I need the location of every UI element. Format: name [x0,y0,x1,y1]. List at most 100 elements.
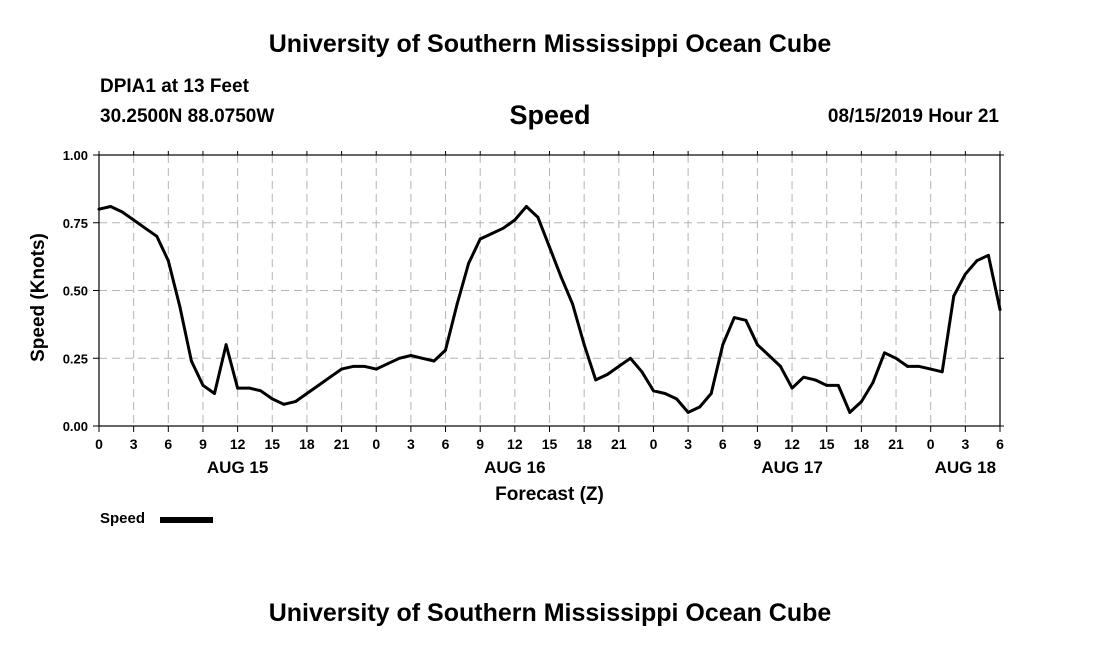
data-point [767,354,771,357]
data-point [617,364,621,368]
data-point [871,381,875,385]
day-label: AUG 18 [935,458,996,477]
data-point [224,343,228,347]
data-point [282,402,286,406]
data-point [501,226,505,230]
y-tick-label: 0.25 [63,351,88,366]
data-point [536,215,540,219]
x-tick-label: 21 [611,436,627,452]
data-point [825,383,829,387]
data-point [236,386,240,390]
data-point [732,316,736,319]
x-tick-label: 6 [719,436,727,452]
legend-label: Speed [100,510,146,527]
x-tick-label: 12 [507,436,523,452]
data-point [709,392,713,395]
y-axis-label: Speed (Knots) [28,233,49,362]
data-point [166,259,170,263]
data-point [397,356,401,360]
x-tick-label: 3 [407,436,415,452]
data-point [640,370,644,374]
data-point [363,364,367,368]
data-point [409,354,413,357]
x-tick-label: 15 [819,436,835,452]
data-point [190,359,193,363]
x-tick-label: 6 [164,436,172,452]
chart-title: Speed [509,100,591,130]
data-point [859,400,863,404]
data-point [270,397,274,401]
data-point [686,411,690,414]
x-tick-label: 21 [888,436,904,452]
data-point [559,275,563,279]
data-point [120,210,124,214]
y-tick-label: 1.00 [63,148,88,163]
data-point [756,343,759,347]
x-tick-label: 9 [199,436,207,452]
data-point [317,383,320,387]
data-point [813,378,817,382]
day-label: AUG 17 [761,458,822,477]
data-point [478,237,482,241]
data-point [987,253,990,257]
x-tick-label: 0 [95,436,103,452]
footer-title: University of Southern Mississippi Ocean… [268,599,832,627]
x-tick-label: 3 [961,436,969,452]
x-tick-label: 3 [684,436,692,452]
data-point [998,308,1002,311]
data-point [663,392,667,395]
x-tick-label: 15 [264,436,280,452]
x-tick-label: 15 [542,436,558,452]
data-point [293,400,297,404]
data-point [340,367,343,371]
data-point [802,375,806,379]
data-point [490,232,494,235]
x-tick-label: 9 [754,436,762,452]
data-point [744,318,748,322]
data-point [952,294,956,298]
data-point [132,218,136,222]
y-tick-label: 0.00 [63,419,88,434]
data-point [675,397,678,401]
x-tick-label: 6 [442,436,450,452]
x-tick-label: 18 [576,436,592,452]
data-point [328,375,332,379]
data-point [883,351,886,355]
forecast-datetime: 08/15/2019 Hour 21 [827,106,999,127]
data-point [906,364,909,368]
data-point [305,392,309,395]
data-point [940,370,944,374]
data-point [421,356,424,360]
data-point [652,389,655,393]
data-point [548,245,551,249]
data-point [178,305,182,309]
data-point [698,405,702,409]
data-point [143,226,147,230]
data-point [201,383,205,387]
x-tick-label: 21 [334,436,350,452]
data-point [975,259,979,263]
x-tick-label: 6 [996,436,1004,452]
data-point [155,234,159,238]
x-tick-label: 18 [299,436,315,452]
header-title: University of Southern Mississippi Ocean… [268,30,832,58]
data-point [259,389,263,393]
day-label: AUG 15 [207,458,268,477]
data-point [97,207,101,211]
x-tick-label: 0 [650,436,658,452]
x-tick-label: 18 [854,436,870,452]
data-point [894,356,898,360]
data-point [247,386,251,390]
data-point [790,386,794,390]
y-tick-label: 0.50 [63,284,88,299]
data-point [917,364,921,368]
data-point [594,378,598,382]
data-point [109,205,112,208]
legend-swatch [160,517,213,523]
data-point [386,362,390,366]
data-point [779,364,782,368]
data-point [628,356,632,360]
x-tick-label: 3 [130,436,138,452]
data-point [213,392,216,395]
